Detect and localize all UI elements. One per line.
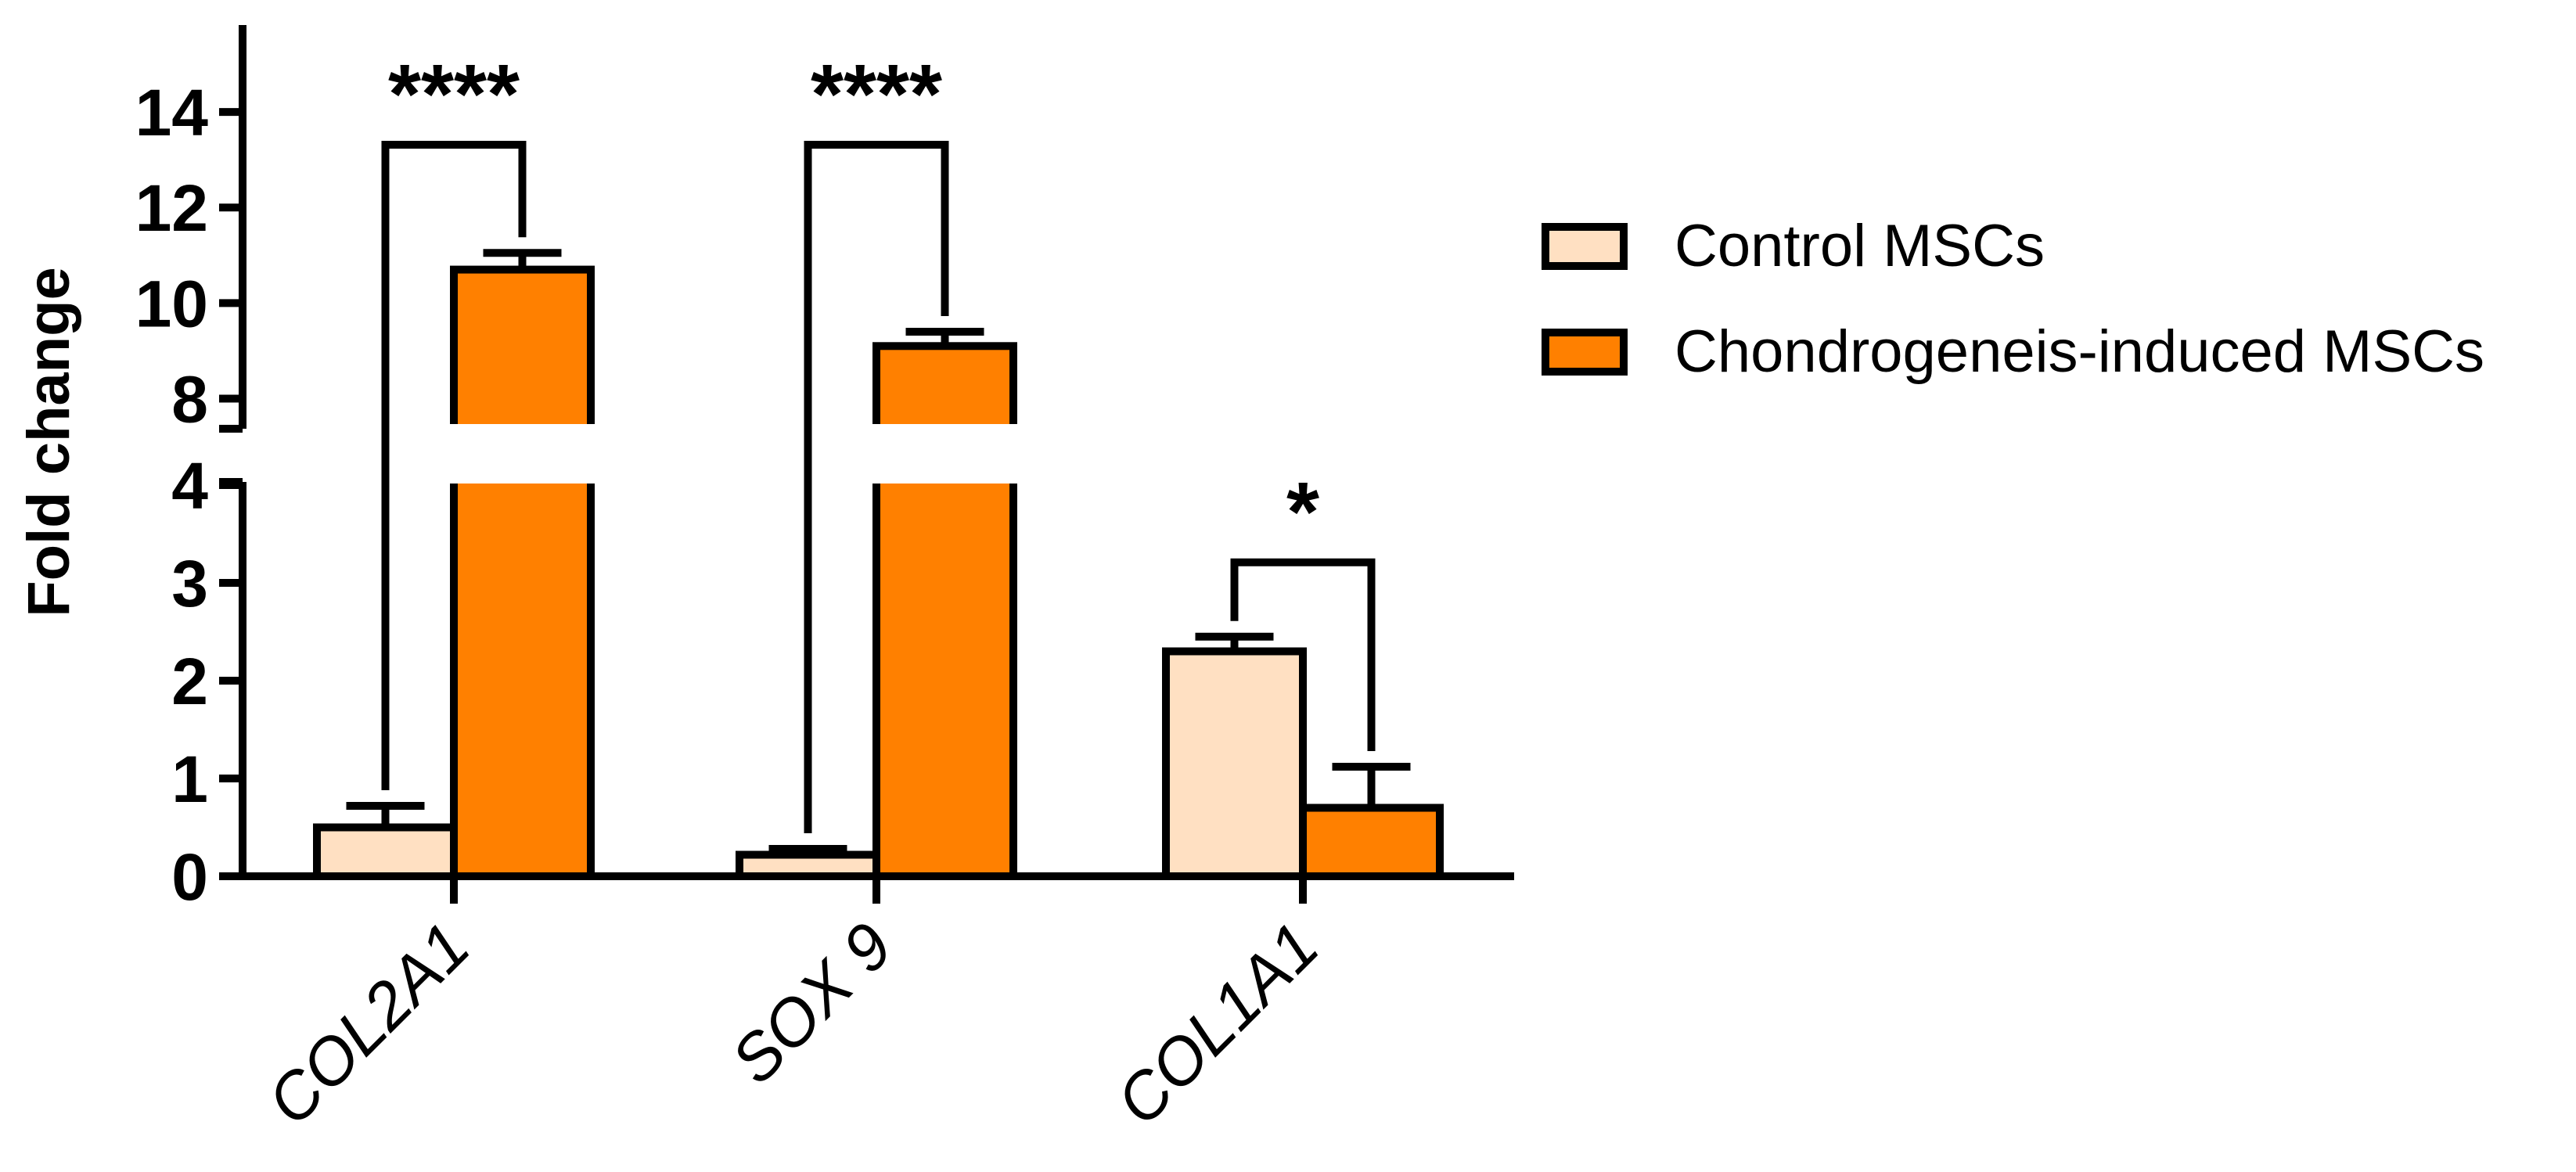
y-tick-label-0: 0	[171, 840, 208, 914]
significance-brackets: **** *****	[381, 46, 1376, 833]
legend-swatch-0	[1542, 223, 1628, 270]
bar-COL2A1-series-1	[450, 265, 595, 880]
significance-bracket-COL2A1	[381, 141, 527, 790]
bar-break-COL2A1-1	[448, 424, 597, 484]
x-category-labels: COL2A1 SOX 9 COL1A1	[253, 908, 1332, 1138]
y-tick-label-8: 8	[171, 362, 208, 436]
legend-label-1: Chondrogeneis-induced MSCs	[1675, 318, 2484, 385]
bar-COL1A1-series-0	[1162, 647, 1307, 880]
bar-break-SOX9-1	[870, 424, 1020, 484]
bars	[313, 265, 1444, 880]
x-category-label-COL1A1: COL1A1	[1102, 908, 1332, 1138]
x-category-label-COL2A1: COL2A1	[253, 908, 483, 1138]
legend-swatch-1	[1542, 329, 1628, 376]
bar-COL1A1-series-1	[1299, 804, 1444, 880]
x-category-label-SOX9: SOX 9	[717, 908, 905, 1097]
y-tick-label-2: 2	[171, 645, 208, 718]
significance-label-COL2A1: ****	[388, 46, 520, 141]
y-tick-label-10: 10	[135, 267, 208, 340]
error-bars	[346, 249, 1411, 855]
significance-label-SOX9: ****	[811, 46, 942, 141]
significance-bracket-COL1A1	[1230, 558, 1376, 751]
y-tick-label-1: 1	[171, 742, 208, 816]
y-tick-label-12: 12	[135, 171, 208, 245]
bar-COL2A1-series-0	[313, 823, 458, 880]
significance-bracket-SOX9	[804, 141, 949, 833]
significance-label-COL1A1: *	[1286, 464, 1319, 559]
y-tick-label-3: 3	[171, 547, 208, 620]
y-tick-label-4: 4	[171, 449, 208, 523]
axes	[219, 25, 1514, 904]
y-axis-title: Fold change	[16, 267, 82, 617]
y-tick-label-14: 14	[135, 76, 209, 149]
bar-SOX9-series-0	[736, 850, 880, 880]
legend: Control MSCs Chondrogeneis-induced MSCs	[1542, 213, 2484, 385]
legend-label-0: Control MSCs	[1675, 213, 2045, 279]
